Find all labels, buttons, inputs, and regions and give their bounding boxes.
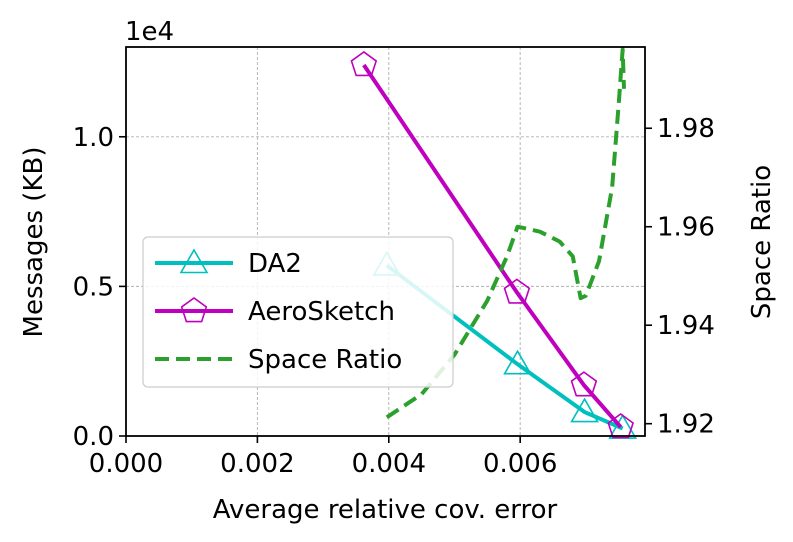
data-point <box>503 349 532 375</box>
y-left-tick-label: 1.0 <box>73 123 114 153</box>
legend-entry: AeroSketch <box>155 297 395 327</box>
x-tick-label: 0.006 <box>483 449 557 479</box>
series-line <box>362 63 623 429</box>
y-right-tick-label: 1.94 <box>657 311 715 341</box>
y-right-tick-label: 1.98 <box>657 114 715 144</box>
plot-series <box>350 47 638 439</box>
legend-marker <box>180 297 208 323</box>
legend-marker <box>179 248 209 274</box>
x-tick-label: 0.000 <box>89 449 163 479</box>
x-axis-title: Average relative cov. error <box>213 495 558 525</box>
legend-frame <box>142 236 454 388</box>
legend-label: AeroSketch <box>248 297 395 327</box>
x-tick-label: 0.002 <box>220 449 294 479</box>
legend-entry: DA2 <box>155 248 302 279</box>
data-point <box>607 413 635 439</box>
left-axis-exponent: 1e4 <box>125 17 174 47</box>
y-right-tick-label: 1.92 <box>657 410 715 440</box>
legend-label: Space Ratio <box>248 345 402 375</box>
x-tick-label: 0.004 <box>352 449 426 479</box>
y-left-tick-label: 0.0 <box>73 422 114 452</box>
y-axis-left-title: Messages (KB) <box>19 147 49 338</box>
axes: 0.000 0.002 0.004 0.006 0.0 0.5 1.0 1.92 1.94 1.9… <box>73 114 715 479</box>
data-point <box>570 371 598 397</box>
legend-entry: Space Ratio <box>155 345 402 375</box>
data-point <box>350 50 378 77</box>
data-point <box>503 278 531 304</box>
y-right-tick-label: 1.96 <box>657 213 715 243</box>
data-point <box>570 397 599 423</box>
series-aerosketch <box>350 50 635 439</box>
y-left-tick-label: 0.5 <box>73 272 114 302</box>
y-axis-right-title: Space Ratio <box>747 165 777 319</box>
legend-label: DA2 <box>248 249 302 279</box>
legend: DA2 AeroSketch Space Ratio <box>142 236 454 388</box>
plot-frame <box>125 46 646 437</box>
